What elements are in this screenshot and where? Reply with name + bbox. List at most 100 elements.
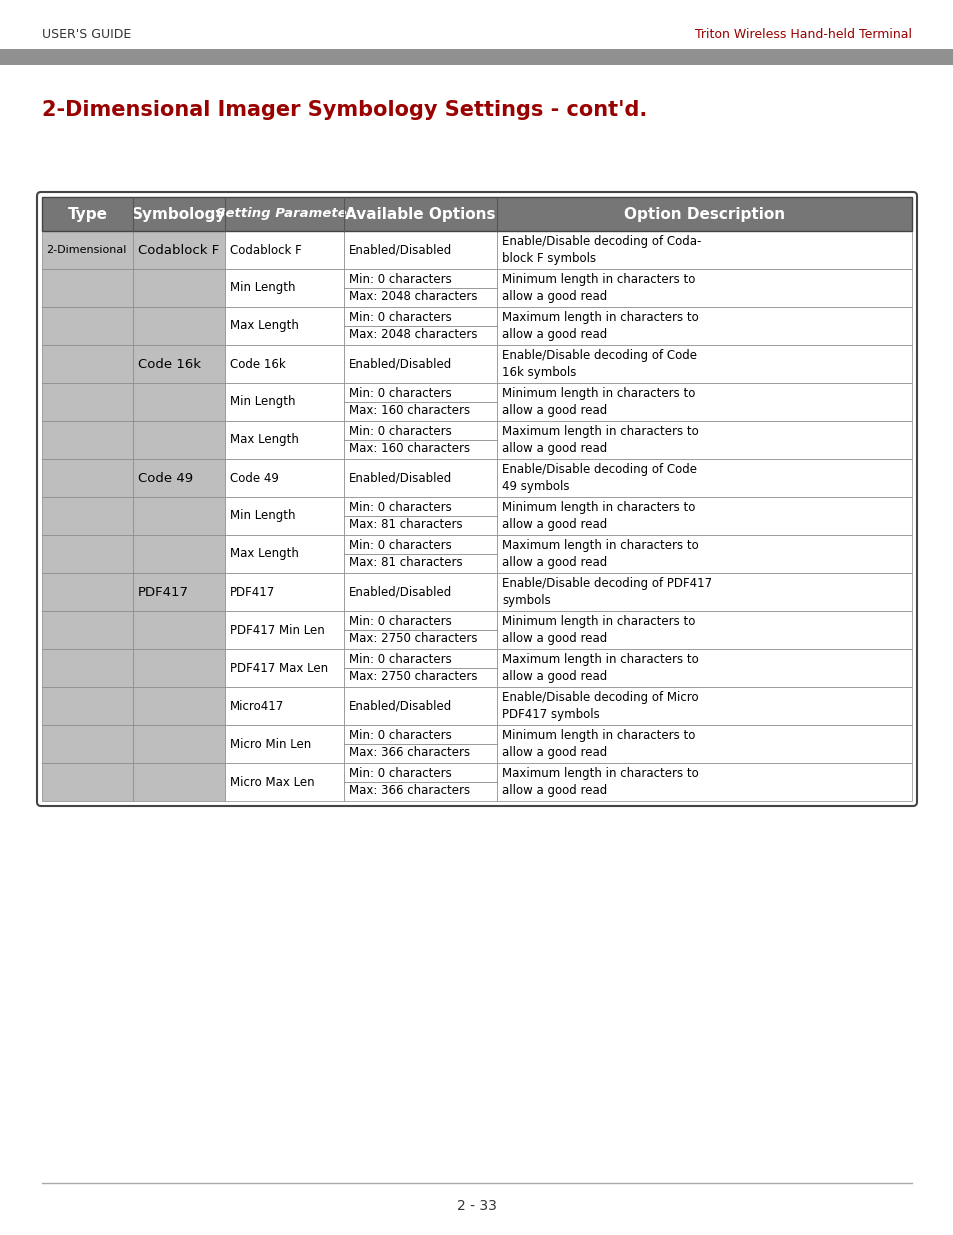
Bar [344, 383, 497, 421]
Text: Minimum length in characters to
allow a good read: Minimum length in characters to allow a … [501, 615, 695, 645]
Text: Triton Wireless Hand-held Terminal: Triton Wireless Hand-held Terminal [695, 28, 911, 41]
Bar [225, 573, 344, 611]
Bar [344, 763, 497, 802]
Bar [0, 49, 953, 65]
Bar [225, 308, 344, 345]
Text: Max Length: Max Length [230, 320, 298, 332]
Text: Micro Max Len: Micro Max Len [230, 776, 314, 788]
Text: Code 16k: Code 16k [138, 357, 201, 370]
Bar [497, 535, 911, 573]
Bar [497, 231, 911, 269]
Text: Min Length: Min Length [230, 282, 295, 294]
Text: Max: 81 characters: Max: 81 characters [349, 556, 462, 569]
Bar [132, 763, 225, 802]
Bar [344, 421, 497, 459]
Text: Max: 81 characters: Max: 81 characters [349, 519, 462, 531]
Text: Minimum length in characters to
allow a good read: Minimum length in characters to allow a … [501, 387, 695, 417]
Bar [225, 421, 344, 459]
Bar [344, 269, 497, 308]
Text: Maximum length in characters to
allow a good read: Maximum length in characters to allow a … [501, 538, 698, 569]
Text: Min: 0 characters: Min: 0 characters [349, 729, 452, 742]
Text: Enable/Disable decoding of PDF417
symbols: Enable/Disable decoding of PDF417 symbol… [501, 577, 711, 606]
Text: Maximum length in characters to
allow a good read: Maximum length in characters to allow a … [501, 425, 698, 454]
Bar [225, 269, 344, 308]
Bar [42, 535, 132, 573]
Text: Max: 366 characters: Max: 366 characters [349, 784, 470, 798]
Text: Max Length: Max Length [230, 433, 298, 447]
Text: Code 49: Code 49 [230, 472, 278, 484]
Text: Max: 2750 characters: Max: 2750 characters [349, 671, 477, 683]
Text: Codablock F: Codablock F [230, 243, 301, 257]
Text: Enable/Disable decoding of Micro
PDF417 symbols: Enable/Disable decoding of Micro PDF417 … [501, 692, 698, 721]
Bar [132, 459, 225, 496]
Bar [132, 383, 225, 421]
Text: Min: 0 characters: Min: 0 characters [349, 425, 452, 437]
Text: PDF417: PDF417 [138, 585, 189, 599]
Text: Maximum length in characters to
allow a good read: Maximum length in characters to allow a … [501, 767, 698, 797]
Bar [344, 459, 497, 496]
Bar [344, 650, 497, 687]
Text: Micro Min Len: Micro Min Len [230, 737, 311, 751]
Text: Min: 0 characters: Min: 0 characters [349, 653, 452, 666]
Bar [344, 231, 497, 269]
Bar [132, 611, 225, 650]
Bar [497, 611, 911, 650]
Bar [42, 269, 132, 308]
Text: USER'S GUIDE: USER'S GUIDE [42, 28, 132, 41]
Bar [42, 611, 132, 650]
Bar [42, 650, 132, 687]
Bar [344, 308, 497, 345]
Text: Codablock F: Codablock F [138, 243, 219, 257]
Bar [497, 725, 911, 763]
Bar [42, 725, 132, 763]
Bar [42, 573, 132, 611]
Text: Type: Type [68, 206, 108, 221]
Text: Enable/Disable decoding of Coda-
block F symbols: Enable/Disable decoding of Coda- block F… [501, 235, 700, 266]
Text: Enabled/Disabled: Enabled/Disabled [349, 243, 452, 257]
Bar [42, 496, 132, 535]
Bar [42, 687, 132, 725]
Bar [132, 687, 225, 725]
Bar [132, 496, 225, 535]
Text: Min: 0 characters: Min: 0 characters [349, 311, 452, 324]
Text: 2-Dimensional: 2-Dimensional [46, 245, 126, 254]
Bar [497, 573, 911, 611]
Text: Enable/Disable decoding of Code
16k symbols: Enable/Disable decoding of Code 16k symb… [501, 350, 697, 379]
Bar [344, 611, 497, 650]
Text: Min: 0 characters: Min: 0 characters [349, 273, 452, 285]
Text: Enabled/Disabled: Enabled/Disabled [349, 357, 452, 370]
Text: Minimum length in characters to
allow a good read: Minimum length in characters to allow a … [501, 273, 695, 303]
Bar [497, 345, 911, 383]
Bar [132, 269, 225, 308]
Bar [132, 231, 225, 269]
Bar [42, 198, 911, 231]
Bar [225, 459, 344, 496]
Bar [132, 308, 225, 345]
Bar [497, 496, 911, 535]
Bar [132, 573, 225, 611]
Bar [42, 763, 132, 802]
Text: Max: 160 characters: Max: 160 characters [349, 404, 470, 417]
Text: PDF417 Min Len: PDF417 Min Len [230, 624, 324, 636]
Bar [132, 535, 225, 573]
Text: Enabled/Disabled: Enabled/Disabled [349, 472, 452, 484]
Bar [344, 687, 497, 725]
Bar [42, 231, 132, 269]
Bar [225, 231, 344, 269]
Text: Maximum length in characters to
allow a good read: Maximum length in characters to allow a … [501, 653, 698, 683]
Text: Micro417: Micro417 [230, 699, 284, 713]
Text: Enable/Disable decoding of Code
49 symbols: Enable/Disable decoding of Code 49 symbo… [501, 463, 697, 493]
Text: Maximum length in characters to
allow a good read: Maximum length in characters to allow a … [501, 311, 698, 341]
Text: Max: 2750 characters: Max: 2750 characters [349, 632, 477, 645]
Bar [225, 383, 344, 421]
Text: Max: 366 characters: Max: 366 characters [349, 746, 470, 760]
Text: PDF417 Max Len: PDF417 Max Len [230, 662, 328, 674]
Bar [132, 725, 225, 763]
Bar [225, 496, 344, 535]
Bar [344, 535, 497, 573]
Bar [497, 763, 911, 802]
Text: Min Length: Min Length [230, 510, 295, 522]
Bar [497, 269, 911, 308]
Text: Min: 0 characters: Min: 0 characters [349, 538, 452, 552]
Bar [225, 345, 344, 383]
